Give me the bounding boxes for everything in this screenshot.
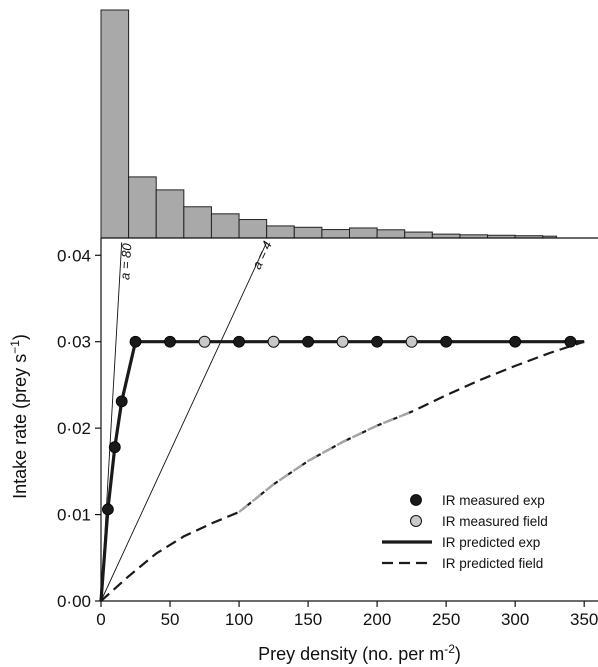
point-measured-exp	[440, 335, 453, 348]
point-measured-exp	[302, 335, 314, 348]
x-tick-label: 200	[363, 610, 391, 629]
x-axis-title-end: )	[455, 644, 461, 664]
histogram-panel	[100, 9, 558, 239]
point-measured-exp	[115, 395, 128, 408]
legend-label: IR predicted field	[442, 556, 543, 571]
histogram-bar	[376, 229, 406, 239]
y-tick-label: 0·02	[57, 419, 91, 438]
histogram-bar	[321, 229, 350, 239]
point-measured-exp	[564, 335, 577, 348]
histogram-bar	[183, 206, 212, 239]
line-predicted-field-segment	[238, 410, 413, 513]
line-predicted-field	[100, 340, 585, 602]
x-axis-title-main: Prey density (no. per m	[258, 644, 444, 664]
legend-label: IR measured field	[442, 514, 548, 529]
legend: IR measured exp IR measured field IR predi…	[382, 493, 548, 571]
x-tick-label: 0	[96, 610, 105, 629]
x-tick-label: 350	[570, 610, 598, 629]
x-axis-title-sup: -2	[444, 642, 455, 656]
histogram-bar	[404, 231, 433, 239]
y-tick-label: 0·00	[57, 592, 91, 611]
x-tick-label: 100	[225, 610, 253, 629]
point-measured-field	[267, 335, 280, 348]
point-measured-field	[198, 335, 211, 348]
point-measured-field	[336, 335, 349, 348]
histogram-bar	[293, 226, 323, 239]
point-measured-exp	[371, 335, 384, 348]
y-axis-title-main: Intake rate (prey s	[10, 354, 30, 499]
legend-marker-measured-exp	[410, 494, 422, 506]
histogram-bar	[100, 9, 130, 239]
histogram-bar	[266, 225, 295, 239]
histogram-bar	[155, 189, 185, 239]
histogram-bar	[349, 227, 378, 239]
x-tick-label: 150	[294, 610, 322, 629]
point-measured-exp	[164, 335, 176, 348]
annotation-label: a = 4	[249, 239, 275, 272]
histogram-bar	[128, 176, 157, 239]
point-measured-exp	[129, 335, 142, 348]
legend-marker-measured-field	[410, 515, 422, 527]
x-tick-label: 300	[501, 610, 529, 629]
y-axis-title-sup: −1	[8, 340, 22, 354]
reference-line	[100, 242, 268, 602]
annotation-label: a = 80	[117, 242, 134, 280]
point-measured-exp	[509, 335, 522, 348]
point-measured-field	[405, 335, 418, 348]
point-measured-exp	[102, 503, 114, 516]
legend-label: IR predicted exp	[442, 535, 540, 550]
y-tick-label: 0·03	[57, 333, 91, 352]
y-tick-label: 0·04	[57, 246, 91, 265]
intake-plot-panel: a = 80 a = 4	[99, 239, 585, 602]
x-tick-label: 50	[161, 610, 180, 629]
point-measured-exp	[108, 441, 121, 454]
y-axis-title: Intake rate (prey s−1)	[8, 334, 30, 499]
legend-label: IR measured exp	[442, 493, 545, 508]
point-measured-exp	[233, 335, 245, 348]
y-tick-label: 0·01	[57, 506, 91, 525]
axes: 0 50 100 150 200 250 300 350 0·00 0·01 0·02 0·03 0·0…	[8, 237, 598, 664]
histogram-bar	[238, 219, 268, 239]
x-axis-title: Prey density (no. per m-2)	[258, 642, 461, 664]
x-tick-label: 250	[432, 610, 460, 629]
histogram-bar	[210, 213, 240, 239]
y-axis-title-end: )	[10, 334, 30, 340]
